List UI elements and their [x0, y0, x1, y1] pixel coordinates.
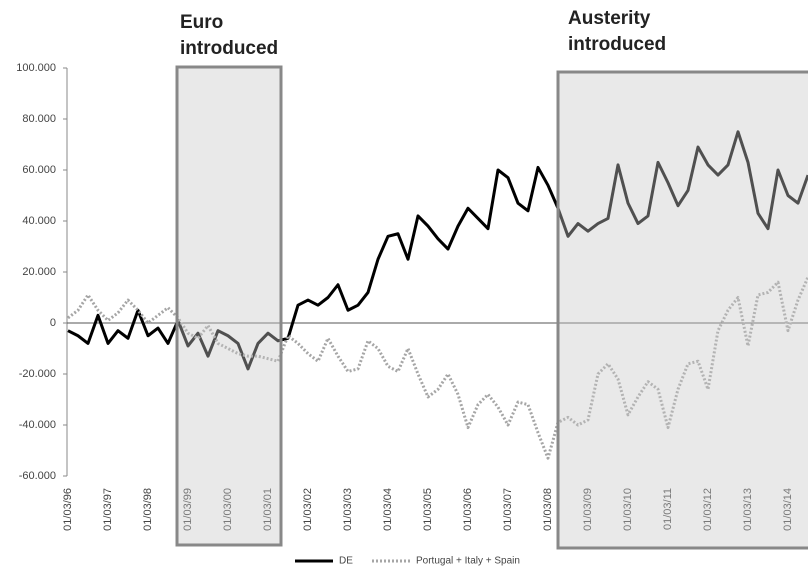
x-tick-label: 01/03/08	[542, 488, 554, 531]
x-tick-label: 01/03/02	[302, 488, 314, 531]
x-tick-label: 01/03/01	[262, 488, 274, 531]
y-tick-label: 40.000	[22, 215, 56, 227]
x-tick-label: 01/03/14	[782, 488, 794, 531]
y-tick-label: 60.000	[22, 164, 56, 176]
x-tick-label: 01/03/07	[502, 488, 514, 531]
legend-label: Portugal + Italy + Spain	[416, 556, 520, 567]
y-tick-label: -20.000	[19, 368, 56, 380]
legend-label: DE	[339, 556, 353, 567]
y-tick-label: 100.000	[16, 62, 56, 74]
y-tick-label: -60.000	[19, 470, 56, 482]
series-line	[67, 130, 808, 371]
highlight-box	[556, 70, 808, 550]
x-tick-label: 01/03/96	[62, 488, 74, 531]
x-tick-label: 01/03/97	[102, 488, 114, 531]
x-tick-label: 01/03/10	[622, 488, 634, 531]
x-tick-label: 01/03/98	[142, 488, 154, 531]
x-tick-label: 01/03/03	[342, 488, 354, 531]
x-tick-label: 01/03/05	[422, 488, 434, 531]
x-tick-label: 01/03/11	[662, 488, 674, 530]
x-tick-label: 01/03/12	[702, 488, 714, 531]
x-tick-label: 01/03/06	[462, 488, 474, 531]
series-line	[67, 276, 808, 460]
annotation: Euro introduced	[180, 12, 279, 59]
x-tick-label: 01/03/00	[222, 488, 234, 531]
y-tick-label: 80.000	[22, 113, 56, 125]
annotation: Austerity introduced	[568, 8, 667, 55]
x-tick-label: 01/03/99	[182, 488, 194, 531]
highlight-box	[175, 65, 283, 547]
x-tick-label: 01/03/13	[742, 488, 754, 531]
x-tick-label: 01/03/04	[382, 488, 394, 531]
y-tick-label: 0	[50, 317, 56, 329]
y-tick-label: -40.000	[19, 419, 56, 431]
y-tick-label: 20.000	[22, 266, 56, 278]
x-tick-label: 01/03/09	[582, 488, 594, 531]
